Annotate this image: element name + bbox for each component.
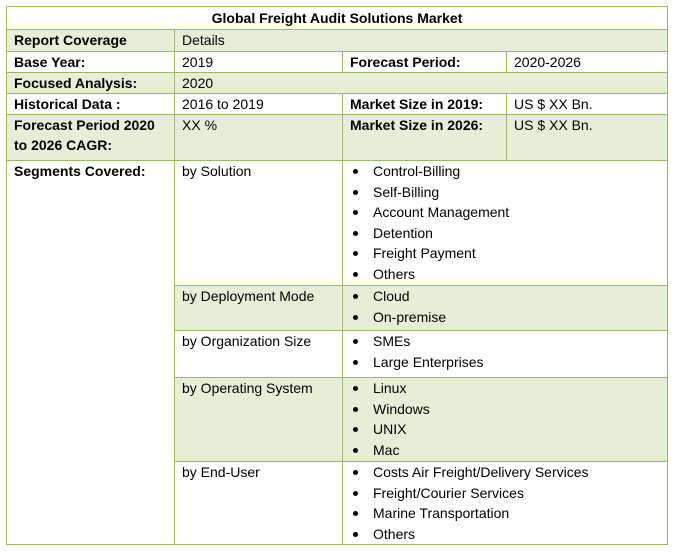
list-item: Costs Air Freight/Delivery Services [350, 462, 660, 483]
segments-label: Segments Covered: [6, 160, 175, 545]
report-coverage-label: Report Coverage [6, 29, 175, 52]
segment-name: by Solution [174, 160, 343, 286]
list-item: Self-Billing [350, 182, 660, 203]
focused-analysis-value: 2020 [173, 72, 669, 94]
market-size-2019-value: US $ XX Bn. [505, 93, 669, 115]
segment-name: by Operating System [174, 377, 343, 462]
report-coverage-value: Details [173, 29, 669, 52]
market-size-2019-label: Market Size in 2019: [342, 93, 507, 115]
base-year-label: Base Year: [6, 51, 175, 73]
focused-analysis-label: Focused Analysis: [6, 72, 175, 94]
segment-items: Costs Air Freight/Delivery Services Frei… [341, 461, 669, 545]
forecast-period-label: Forecast Period: [342, 51, 507, 73]
cagr-value: XX % [174, 114, 343, 161]
segment-items: Cloud On-premise [341, 285, 669, 331]
list-item: Freight/Courier Services [350, 483, 660, 504]
list-item: Linux [350, 378, 660, 399]
list-item: Mac [350, 440, 660, 461]
historical-data-value: 2016 to 2019 [174, 93, 343, 115]
list-item: Others [350, 524, 660, 545]
segment-items: Linux Windows UNIX Mac [341, 377, 669, 462]
list-item: Detention [350, 223, 660, 244]
segment-name: by Deployment Mode [174, 285, 343, 331]
list-item: Marine Transportation [350, 503, 660, 524]
segment-items: Control-Billing Self-Billing Account Man… [341, 160, 669, 286]
list-item: On-premise [350, 307, 660, 328]
list-item: Others [350, 264, 660, 285]
list-item: Freight Payment [350, 243, 660, 264]
list-item: Control-Billing [350, 161, 660, 182]
market-size-2026-value: US $ XX Bn. [505, 114, 669, 161]
market-report-table: Global Freight Audit Solutions Market Re… [5, 6, 669, 545]
list-item: UNIX [350, 419, 660, 440]
list-item: Large Enterprises [350, 352, 660, 373]
base-year-value: 2019 [174, 51, 343, 73]
segment-name: by Organization Size [174, 330, 343, 378]
forecast-period-value: 2020-2026 [505, 51, 669, 73]
list-item: Account Management [350, 202, 660, 223]
cagr-label: Forecast Period 2020 to 2026 CAGR: [6, 114, 175, 161]
segment-items: SMEs Large Enterprises [341, 330, 669, 378]
list-item: Windows [350, 399, 660, 420]
table-title: Global Freight Audit Solutions Market [5, 6, 669, 30]
market-size-2026-label: Market Size in 2026: [342, 114, 507, 161]
segment-name: by End-User [174, 461, 343, 545]
list-item: SMEs [350, 331, 660, 352]
historical-data-label: Historical Data : [6, 93, 175, 115]
list-item: Cloud [350, 286, 660, 307]
